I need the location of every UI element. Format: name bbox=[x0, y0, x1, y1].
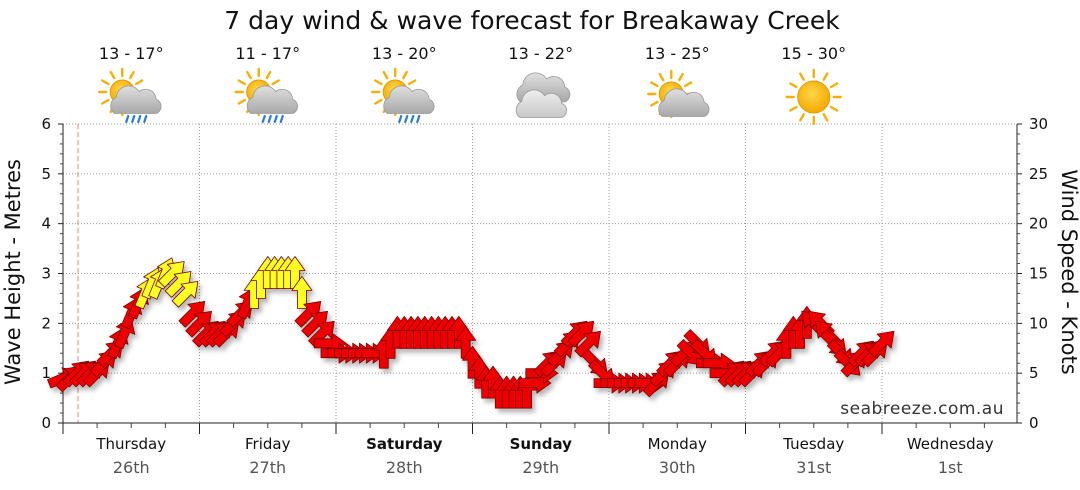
y-left-tick-label: 5 bbox=[41, 165, 51, 183]
day-temperature: 11 - 17° bbox=[235, 44, 300, 63]
y-right-tick-label: 10 bbox=[1029, 314, 1048, 332]
wind-arrow bbox=[574, 330, 601, 358]
day-name-label: Saturday bbox=[366, 435, 443, 453]
sun-rays bbox=[785, 68, 842, 126]
y-axis-left-label: Wave Height - Metres bbox=[1, 159, 25, 385]
day-name-label: Thursday bbox=[95, 435, 166, 453]
day-temperature: 13 - 17° bbox=[99, 44, 164, 63]
day-name-label: Friday bbox=[245, 435, 291, 453]
y-axis-right-label: Wind Speed - Knots bbox=[1057, 169, 1080, 374]
cloudy-icon bbox=[515, 72, 571, 118]
daily-weather: 13 - 17° 11 - 17° 13 - 20° 13 - 22° 13 - 25°… bbox=[98, 44, 846, 126]
axes: 0 1 2 3 4 5 6 0 5 10 15 20 25 30 bbox=[41, 115, 1048, 434]
y-left-tick-label: 1 bbox=[41, 364, 51, 382]
day-date-label: 28th bbox=[386, 458, 423, 477]
y-right-tick-label: 0 bbox=[1029, 414, 1039, 432]
wind-arrows bbox=[47, 256, 895, 409]
y-left-tick-label: 4 bbox=[41, 215, 51, 233]
day-labels: Thursday 26th Friday 27th Saturday 28th Sunday… bbox=[95, 435, 993, 477]
sunny-icon bbox=[785, 68, 842, 126]
day-name-label: Tuesday bbox=[782, 435, 844, 453]
day-temperature: 15 - 30° bbox=[781, 44, 846, 63]
day-temperature: 13 - 25° bbox=[645, 44, 710, 63]
y-right-tick-label: 5 bbox=[1029, 364, 1039, 382]
day-date-label: 1st bbox=[938, 458, 963, 477]
y-left-tick-label: 0 bbox=[41, 414, 51, 432]
partly-cloudy-icon bbox=[647, 69, 710, 119]
y-right-tick-label: 30 bbox=[1029, 115, 1048, 133]
sun-cloud-rain-icon bbox=[98, 67, 162, 124]
chart-title: 7 day wind & wave forecast for Breakaway… bbox=[224, 6, 840, 35]
y-left-tick-label: 3 bbox=[41, 265, 51, 283]
day-temperature: 13 - 20° bbox=[372, 44, 437, 63]
watermark: seabreeze.com.au bbox=[840, 399, 1004, 419]
wind-arrow bbox=[171, 280, 199, 308]
y-right-tick-label: 25 bbox=[1029, 165, 1048, 183]
day-date-label: 31st bbox=[796, 458, 831, 477]
day-date-label: 29th bbox=[522, 458, 559, 477]
day-name-label: Sunday bbox=[510, 435, 573, 453]
y-right-tick-label: 15 bbox=[1029, 265, 1048, 283]
day-date-label: 26th bbox=[113, 458, 150, 477]
sun-cloud-rain-icon bbox=[371, 67, 435, 124]
wind-arrow bbox=[867, 330, 895, 358]
sun-cloud-rain-icon bbox=[234, 67, 298, 124]
day-date-label: 27th bbox=[249, 458, 286, 477]
y-right-tick-label: 20 bbox=[1029, 215, 1048, 233]
wind-arrow bbox=[291, 275, 313, 309]
day-temperature: 13 - 22° bbox=[508, 44, 573, 63]
y-left-tick-label: 2 bbox=[41, 314, 51, 332]
day-date-label: 30th bbox=[659, 458, 696, 477]
y-left-tick-label: 6 bbox=[41, 115, 51, 133]
day-name-label: Monday bbox=[648, 435, 707, 453]
day-name-label: Wednesday bbox=[907, 435, 994, 453]
